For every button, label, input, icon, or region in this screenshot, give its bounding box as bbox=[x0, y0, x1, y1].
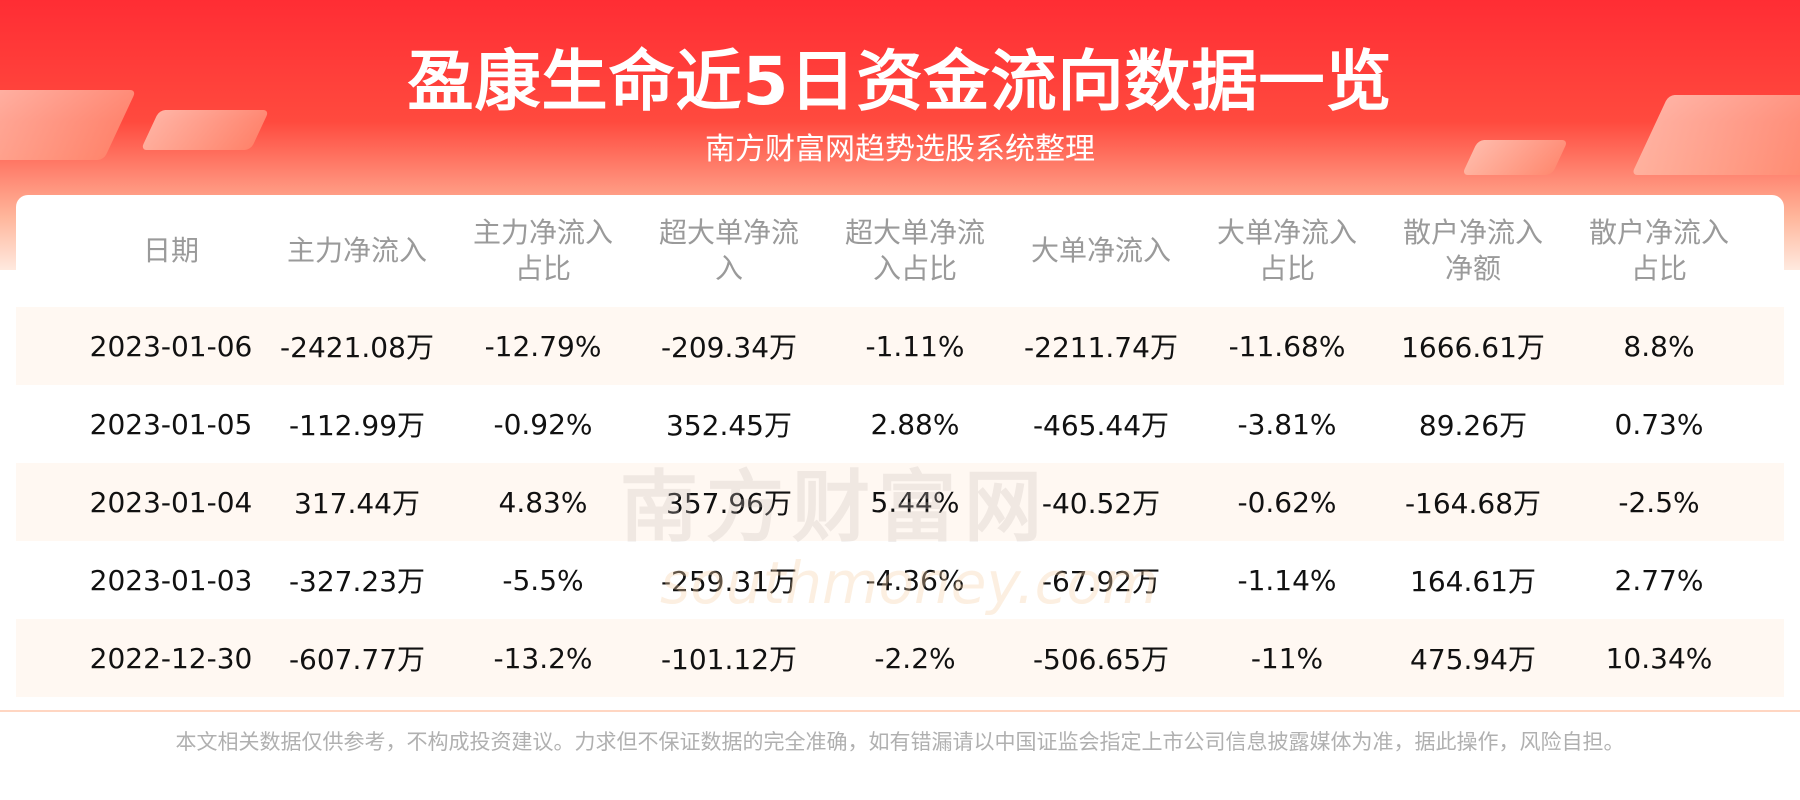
data-cell: -12.79% bbox=[484, 329, 602, 363]
data-cell: 164.61万 bbox=[1410, 565, 1536, 598]
header-text: 散户净流入占比 bbox=[1588, 216, 1729, 285]
data-cell: 475.94万 bbox=[1410, 643, 1536, 676]
data-cell: -327.23万 bbox=[288, 565, 426, 598]
header-cell: 散户净流入占比 bbox=[1566, 215, 1752, 287]
data-row: 2022-12-30 -607.77万 -13.2% -101.12万 -2.2% -50… bbox=[16, 619, 1784, 697]
data-cell: 357.96万 bbox=[666, 487, 792, 520]
header-row: 日期 主力净流入 主力净流入占比 超大单净流入 超大单净流入占比 大单净流入 大单净流入占比… bbox=[16, 195, 1784, 307]
data-cell: -259.31万 bbox=[660, 565, 798, 598]
title: 盈康生命近5日资金流向数据一览 bbox=[407, 43, 1393, 120]
subtitle: 南方财富网趋势选股系统整理 bbox=[705, 132, 1095, 167]
data-row: 2023-01-05 -112.99万 -0.92% 352.45万 2.88% -465… bbox=[16, 385, 1784, 463]
data-cell: -67.92万 bbox=[1041, 565, 1161, 598]
data-cell: 2023-01-05 bbox=[89, 407, 253, 441]
header-text: 大单净流入占比 bbox=[1216, 216, 1357, 285]
data-cell: 0.73% bbox=[1614, 407, 1704, 441]
data-cell: -2.5% bbox=[1618, 485, 1700, 519]
data-cell: 4.83% bbox=[498, 485, 588, 519]
data-cell: -465.44万 bbox=[1032, 409, 1170, 442]
header-cell: 大单净流入 bbox=[1008, 233, 1194, 269]
header-cell: 超大单净流入 bbox=[636, 215, 822, 287]
data-cell: 2023-01-04 bbox=[89, 485, 253, 519]
data-cell: -11% bbox=[1250, 641, 1324, 675]
data-cell: 8.8% bbox=[1623, 329, 1695, 363]
data-cell: -112.99万 bbox=[288, 409, 426, 442]
header-text: 主力净流入 bbox=[286, 234, 427, 267]
header-cell: 主力净流入 bbox=[264, 233, 450, 269]
data-cell: 2.77% bbox=[1614, 563, 1704, 597]
data-row: 2023-01-04 317.44万 4.83% 357.96万 5.44% -40.52… bbox=[16, 463, 1784, 541]
header-text: 大单净流入 bbox=[1030, 234, 1171, 267]
data-cell: 5.44% bbox=[870, 485, 960, 519]
data-row: 2023-01-06 -2421.08万 -12.79% -209.34万 -1.11%… bbox=[16, 307, 1784, 385]
data-cell: -2421.08万 bbox=[280, 331, 434, 364]
data-cell: 10.34% bbox=[1605, 641, 1713, 675]
header-text: 散户净流入净额 bbox=[1402, 216, 1543, 285]
header-text: 超大单净流入 bbox=[658, 216, 799, 285]
header-cell: 主力净流入占比 bbox=[450, 215, 636, 287]
divider bbox=[0, 710, 1800, 712]
header-text: 日期 bbox=[142, 234, 199, 267]
data-cell: -506.65万 bbox=[1032, 643, 1170, 676]
header-cell: 散户净流入净额 bbox=[1380, 215, 1566, 287]
data-cell: 89.26万 bbox=[1418, 409, 1528, 442]
header-cell: 大单净流入占比 bbox=[1194, 215, 1380, 287]
data-cell: -2.2% bbox=[874, 641, 956, 675]
data-cell: 2.88% bbox=[870, 407, 960, 441]
data-cell: 2023-01-03 bbox=[89, 563, 253, 597]
data-cell: 1666.61万 bbox=[1401, 331, 1545, 364]
data-cell: -164.68万 bbox=[1404, 487, 1542, 520]
data-cell: -40.52万 bbox=[1041, 487, 1161, 520]
data-cell: -1.14% bbox=[1237, 563, 1337, 597]
header-cell: 超大单净流入占比 bbox=[822, 215, 1008, 287]
data-cell: -101.12万 bbox=[660, 643, 798, 676]
table-card: 日期 主力净流入 主力净流入占比 超大单净流入 超大单净流入占比 大单净流入 大单净流入占比… bbox=[16, 195, 1784, 710]
data-cell: 317.44万 bbox=[294, 487, 420, 520]
data-cell: 352.45万 bbox=[666, 409, 792, 442]
data-cell: -1.11% bbox=[865, 329, 965, 363]
data-row: 2023-01-03 -327.23万 -5.5% -259.31万 -4.36% -67… bbox=[16, 541, 1784, 619]
data-cell: -5.5% bbox=[502, 563, 584, 597]
header-text: 主力净流入占比 bbox=[472, 216, 613, 285]
data-cell: -607.77万 bbox=[288, 643, 426, 676]
data-cell: -0.92% bbox=[493, 407, 593, 441]
header-cell: 日期 bbox=[78, 233, 264, 269]
data-cell: -2211.74万 bbox=[1024, 331, 1178, 364]
data-cell: -209.34万 bbox=[660, 331, 798, 364]
table: 日期 主力净流入 主力净流入占比 超大单净流入 超大单净流入占比 大单净流入 大单净流入占比… bbox=[16, 195, 1784, 697]
header-text: 超大单净流入占比 bbox=[844, 216, 985, 285]
data-cell: -11.68% bbox=[1228, 329, 1346, 363]
disclaimer: 本文相关数据仅供参考，不构成投资建议。力求但不保证数据的完全准确，如有错漏请以中… bbox=[175, 730, 1625, 754]
data-cell: -3.81% bbox=[1237, 407, 1337, 441]
data-cell: -13.2% bbox=[493, 641, 593, 675]
data-cell: 2023-01-06 bbox=[89, 329, 253, 363]
data-cell: -0.62% bbox=[1237, 485, 1337, 519]
data-cell: 2022-12-30 bbox=[89, 641, 253, 675]
data-cell: -4.36% bbox=[865, 563, 965, 597]
